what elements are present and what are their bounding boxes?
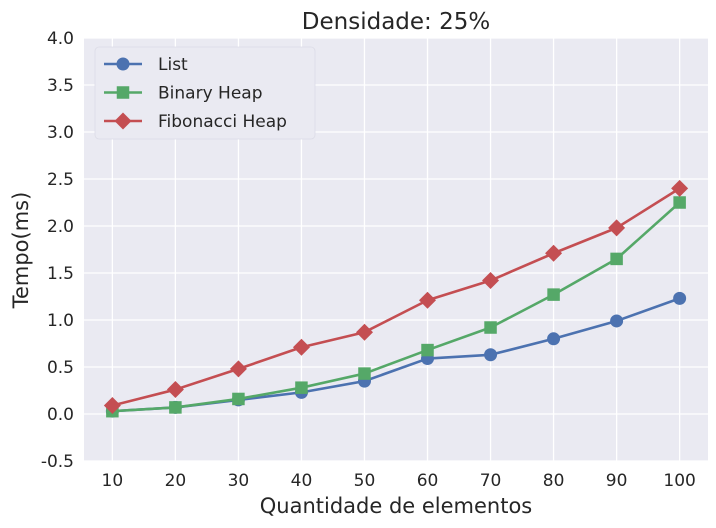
- list-point: [610, 314, 624, 328]
- binary-heap-point: [610, 252, 623, 266]
- y-tick-label: 2.0: [47, 217, 74, 237]
- y-tick-label: 0.5: [47, 358, 74, 378]
- y-tick-label: 2.5: [47, 170, 74, 190]
- binary-heap-point: [421, 343, 434, 357]
- y-tick-label: 4.0: [47, 29, 74, 49]
- series-layer: [103, 179, 689, 418]
- binary-heap-point: [169, 401, 182, 414]
- legend-label: List: [158, 55, 188, 75]
- legend-item-fibonacci-heap: Fibonacci Heap: [104, 112, 287, 132]
- fibonacci-heap-point: [292, 338, 310, 356]
- fibonacci-heap-point: [166, 381, 184, 399]
- grid-lines: [84, 37, 708, 462]
- y-tick-label: 0.0: [47, 405, 74, 425]
- binary-heap-point: [547, 288, 560, 301]
- legend-item-binary-heap: Binary Heap: [104, 84, 262, 104]
- fibonacci-heap-point: [229, 360, 247, 378]
- list-point: [484, 348, 498, 362]
- binary-heap-point: [232, 392, 245, 406]
- x-tick-label: 100: [663, 471, 695, 491]
- legend-item-list: List: [104, 55, 188, 75]
- y-axis-title: Tempo(ms): [9, 192, 33, 310]
- fibonacci-heap-point: [355, 323, 373, 341]
- chart-title: Densidade: 25%: [302, 9, 490, 35]
- binary-heap-point: [295, 381, 308, 394]
- legend-marker: [116, 86, 130, 99]
- binary-heap-point: [358, 367, 371, 380]
- x-tick-label: 70: [480, 471, 502, 491]
- x-tick-label: 50: [354, 471, 376, 491]
- legend: List Binary Heap Fibonacci Heap: [94, 46, 316, 140]
- x-tick-label: 20: [165, 471, 187, 491]
- fibonacci-heap-point: [545, 244, 563, 262]
- y-tick-label: 1.5: [47, 264, 74, 284]
- x-axis-title: Quantidade de elementos: [260, 494, 533, 518]
- y-tick-label: 3.5: [47, 76, 74, 96]
- legend-marker: [114, 112, 132, 130]
- x-tick-labels: 10 20 30 40 50 60 70 80 90 100: [102, 471, 696, 491]
- fibonacci-heap-point: [482, 272, 500, 290]
- x-tick-label: 60: [417, 471, 439, 491]
- fibonacci-heap-point: [419, 291, 437, 309]
- binary-heap-point: [673, 196, 686, 209]
- fibonacci-heap-point: [671, 179, 689, 197]
- x-tick-label: 90: [606, 471, 628, 491]
- x-tick-label: 80: [543, 471, 565, 491]
- binary-heap-point: [484, 321, 497, 334]
- list-point: [547, 332, 561, 346]
- legend-marker: [116, 57, 130, 71]
- x-tick-label: 30: [228, 471, 250, 491]
- series-fibonacci-heap: [103, 179, 689, 415]
- y-tick-label: 1.0: [47, 311, 74, 331]
- list-point: [673, 291, 687, 305]
- y-tick-label: 3.0: [47, 123, 74, 143]
- y-tick-labels: -0.5 0.0 0.5 1.0 1.5 2.0 2.5 3.0 3.5 4.0: [41, 29, 74, 472]
- fibonacci-heap-point: [103, 397, 121, 415]
- legend-box: [94, 46, 316, 140]
- binary-heap-line: [112, 201, 681, 413]
- x-tick-label: 10: [102, 471, 124, 491]
- fibonacci-heap-point: [608, 219, 626, 237]
- y-tick-label: -0.5: [41, 452, 74, 472]
- x-tick-label: 40: [291, 471, 313, 491]
- fibonacci-heap-line: [112, 187, 681, 407]
- legend-label: Fibonacci Heap: [158, 112, 287, 132]
- legend-label: Binary Heap: [158, 84, 262, 104]
